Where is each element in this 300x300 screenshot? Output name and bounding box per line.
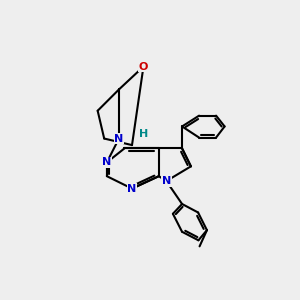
Text: N: N xyxy=(102,158,111,167)
Text: N: N xyxy=(114,134,124,143)
Text: O: O xyxy=(139,61,148,72)
Text: N: N xyxy=(128,184,136,194)
Text: H: H xyxy=(140,129,149,139)
Text: N: N xyxy=(162,176,171,186)
